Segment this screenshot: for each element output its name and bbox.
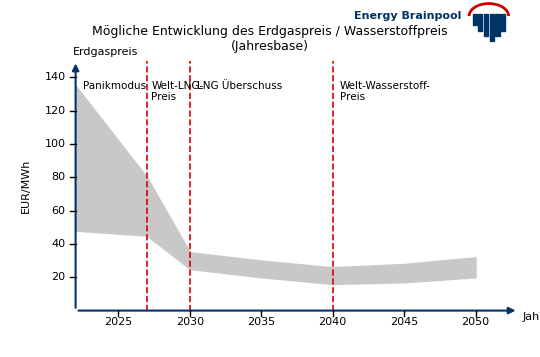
Text: 100: 100 [45, 139, 65, 149]
Text: 2040: 2040 [319, 317, 347, 327]
Text: Welt-Wasserstoff-
Preis: Welt-Wasserstoff- Preis [340, 81, 431, 102]
Text: 2035: 2035 [247, 317, 275, 327]
Text: 120: 120 [44, 106, 65, 116]
Text: LNG Überschuss: LNG Überschuss [197, 81, 282, 91]
Text: 140: 140 [44, 72, 65, 82]
Text: 2025: 2025 [104, 317, 133, 327]
Text: Energy Brainpool: Energy Brainpool [354, 11, 461, 21]
Text: 20: 20 [51, 272, 65, 282]
Text: 2050: 2050 [462, 317, 490, 327]
Text: EUR/MWh: EUR/MWh [21, 159, 31, 213]
Text: Panikmodus: Panikmodus [83, 81, 146, 91]
Text: Mögliche Entwicklung des Erdgaspreis / Wasserstoffpreis
(Jahresbase): Mögliche Entwicklung des Erdgaspreis / W… [92, 25, 448, 53]
Text: Welt-LNG-
Preis: Welt-LNG- Preis [151, 81, 204, 102]
Text: 2045: 2045 [390, 317, 418, 327]
Text: 80: 80 [51, 172, 65, 182]
Text: 60: 60 [52, 206, 65, 216]
Text: Jahre: Jahre [523, 312, 540, 322]
Text: 2030: 2030 [176, 317, 204, 327]
Text: 40: 40 [51, 239, 65, 249]
Text: Erdgaspreis: Erdgaspreis [73, 47, 138, 57]
